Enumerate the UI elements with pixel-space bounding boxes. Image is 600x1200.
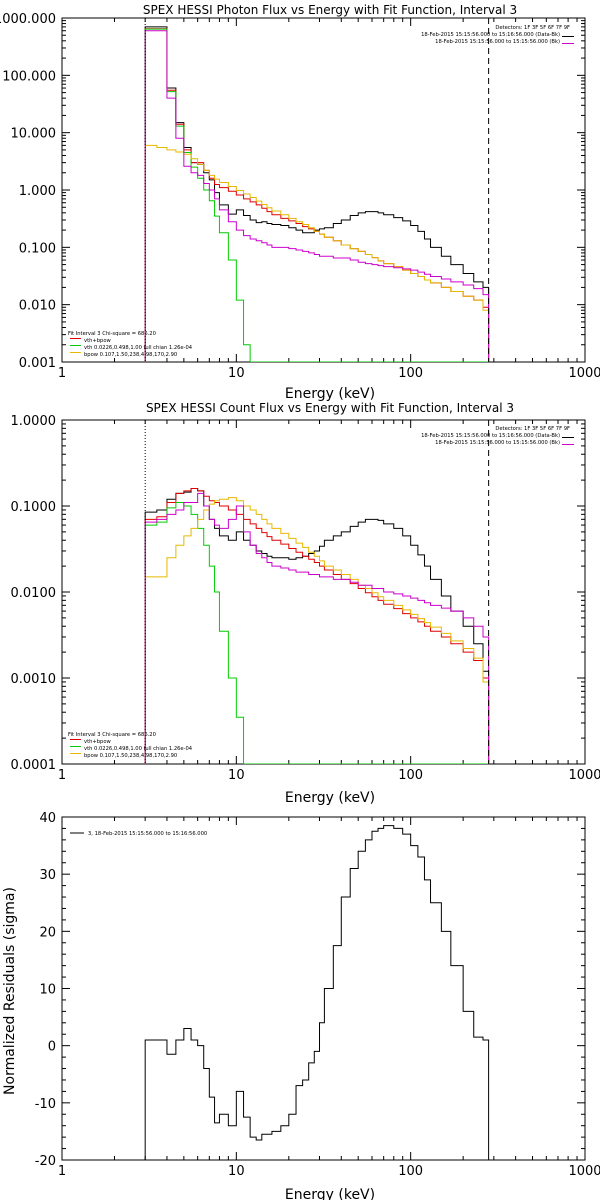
y-tick-label: 0 xyxy=(48,1040,56,1055)
x-tick-label: 100 xyxy=(398,366,423,381)
series-line xyxy=(144,492,490,764)
x-axis-label: Energy (keV) xyxy=(285,1187,375,1200)
series-line xyxy=(144,28,490,362)
x-tick-label: 1000 xyxy=(568,1164,600,1179)
y-tick-label: 0.001 xyxy=(19,356,56,371)
x-tick-label: 1 xyxy=(58,768,66,783)
legend-detectors: Detectors: 1F 3F 5F 6F 7F 9F xyxy=(495,426,570,432)
series-line xyxy=(144,30,490,362)
x-tick-label: 10 xyxy=(228,366,245,381)
x-tick-label: 100 xyxy=(398,768,423,783)
series-line xyxy=(144,26,490,362)
legend-bpow: bpow 0.107,1.50,238,4.98,170,2.90 xyxy=(84,753,177,759)
y-tick-label: 0.010 xyxy=(19,299,56,314)
legend-sum: vth+bpow xyxy=(84,338,111,344)
y-tick-label: 40 xyxy=(39,811,56,826)
y-tick-label: 100.000 xyxy=(2,69,56,84)
x-tick-label: 10 xyxy=(228,1164,245,1179)
x-axis-label: Energy (keV) xyxy=(285,386,375,402)
x-tick-label: 100 xyxy=(398,1164,423,1179)
plot-frame xyxy=(61,816,586,1161)
x-tick-label: 1 xyxy=(58,366,66,381)
y-tick-label: 1.0000 xyxy=(11,414,57,429)
chart-title: SPEX HESSI Count Flux vs Energy with Fit… xyxy=(146,401,514,415)
legend-vth: vth 0.0226,0.498,1.00 full chian 1.26e-0… xyxy=(84,746,193,752)
y-tick-label: 0.0100 xyxy=(11,586,57,601)
x-tick-label: 1 xyxy=(58,1164,66,1179)
legend-entry: 3, 18-Feb-2015 15:15:56.000 to 15:16:56.… xyxy=(88,831,207,837)
legend-fit: Fit Interval 3 Chi-square = 686.20 xyxy=(68,732,156,738)
series-line xyxy=(144,825,490,1160)
legend-data: 18-Feb-2015 15:15:56.000 to 15:16:56.000… xyxy=(421,32,560,38)
series-line xyxy=(144,487,490,764)
series-line xyxy=(144,487,490,764)
legend-vth: vth 0.0226,0.498,1.00 full chian 1.26e-0… xyxy=(84,345,193,351)
x-axis-label: Energy (keV) xyxy=(285,790,375,806)
y-tick-label: 0.0001 xyxy=(11,758,57,773)
series-line xyxy=(144,501,489,764)
y-tick-label: 0.1000 xyxy=(11,500,57,515)
y-tick-label: -20 xyxy=(35,1154,56,1169)
y-tick-label: 0.0010 xyxy=(11,672,57,687)
y-tick-label: 30 xyxy=(39,868,56,883)
x-tick-label: 10 xyxy=(228,768,245,783)
x-tick-label: 1000 xyxy=(568,768,600,783)
chart-title: SPEX HESSI Photon Flux vs Energy with Fi… xyxy=(143,3,517,17)
legend-fit: Fit Interval 3 Chi-square = 686.20 xyxy=(68,331,156,337)
y-tick-label: 0.100 xyxy=(19,241,56,256)
y-tick-label: 10 xyxy=(39,983,56,998)
y-tick-label: -10 xyxy=(35,1097,56,1112)
y-tick-label: 1000.000 xyxy=(0,12,56,27)
y-tick-label: 10.000 xyxy=(11,127,57,142)
x-tick-label: 1000 xyxy=(568,366,600,381)
plot-frame xyxy=(61,17,586,363)
y-tick-label: 20 xyxy=(39,925,56,940)
legend-bk: 18-Feb-2015 15:15:56.000 to 15:15:56.000… xyxy=(435,39,560,45)
legend-detectors: Detectors: 1F 3F 5F 6F 7F 9F xyxy=(495,25,570,31)
y-tick-label: 1.000 xyxy=(19,184,56,199)
series-line xyxy=(144,144,490,362)
legend-bpow: bpow 0.107,1.50,238,4.98,170,2.90 xyxy=(84,352,177,358)
legend-sum: vth+bpow xyxy=(84,739,111,745)
series-line xyxy=(144,28,489,362)
y-axis-label: Normalized Residuals (sigma) xyxy=(2,887,18,1095)
legend-data: 18-Feb-2015 15:15:56.000 to 15:16:56.000… xyxy=(421,433,560,439)
legend-bk: 18-Feb-2015 15:15:56.000 to 15:15:56.000… xyxy=(435,440,560,446)
plot-frame xyxy=(61,419,586,765)
